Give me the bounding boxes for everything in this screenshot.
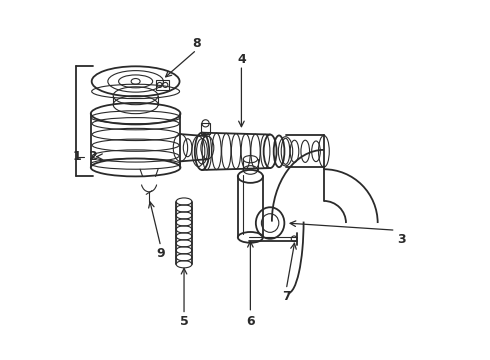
Text: 2: 2 [89,150,98,163]
Text: 6: 6 [246,315,255,328]
Text: 1: 1 [72,150,81,163]
Bar [156,80,169,90]
Text: 7: 7 [282,290,291,303]
Text: 5: 5 [180,315,189,328]
Text: 8: 8 [192,37,201,50]
Text: 9: 9 [156,247,165,260]
Bar [201,123,210,134]
Text: 4: 4 [237,53,246,66]
Text: 3: 3 [397,233,406,246]
